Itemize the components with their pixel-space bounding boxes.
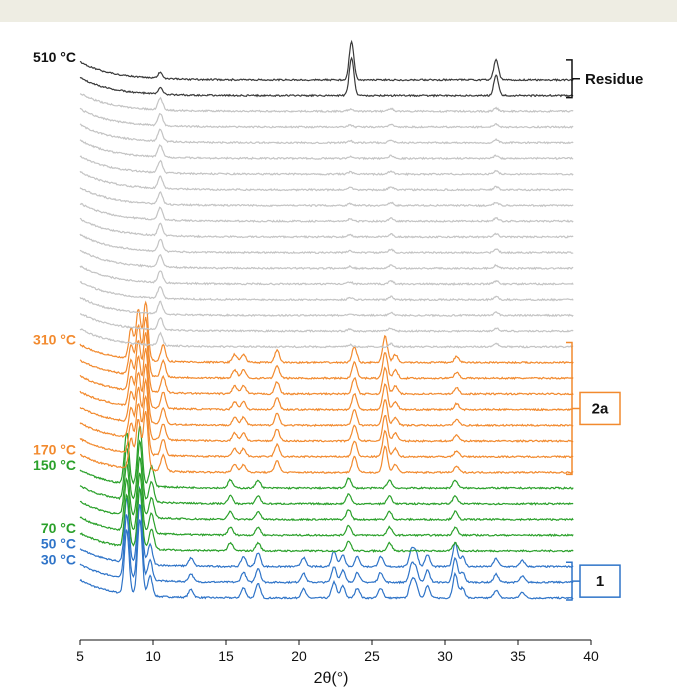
x-tick-label: 5 <box>76 648 84 664</box>
x-tick-label: 10 <box>145 648 161 664</box>
pattern-line-amorphous-19 <box>79 280 574 302</box>
pattern-line-amorphous-27 <box>79 155 574 177</box>
pattern-line-1-0 <box>79 519 574 600</box>
pattern-line-2a-15 <box>79 300 574 365</box>
x-tick-label: 25 <box>364 648 380 664</box>
pattern-line-intermediate-5 <box>79 456 574 522</box>
pattern-line-1-1 <box>79 503 574 585</box>
pattern-line-intermediate-3 <box>79 487 574 553</box>
pattern-line-residue-32 <box>79 56 574 98</box>
x-axis: 5 10 15 20 25 30 35 40 <box>76 639 599 664</box>
pattern-line-amorphous-31 <box>79 93 574 114</box>
pattern-line-amorphous-16 <box>79 328 574 349</box>
pattern-line-amorphous-22 <box>79 233 574 255</box>
pattern-line-2a-10 <box>79 377 574 443</box>
pattern-line-2a-8 <box>79 411 574 475</box>
pattern-line-amorphous-20 <box>79 265 574 286</box>
x-tick-label: 20 <box>291 648 307 664</box>
pattern-line-intermediate-6 <box>79 439 574 506</box>
x-axis-label: 2θ(°) <box>314 670 349 687</box>
pattern-line-intermediate-7 <box>79 425 574 490</box>
pattern-line-amorphous-30 <box>79 107 574 129</box>
phase-bracket <box>566 341 580 476</box>
pattern-line-amorphous-21 <box>79 249 574 271</box>
pattern-line-intermediate-4 <box>79 472 574 538</box>
x-tick-label: 40 <box>583 648 599 664</box>
phase-bracket <box>566 59 580 99</box>
temperature-label: 510 °C <box>33 49 76 65</box>
phase-box <box>579 564 621 598</box>
pattern-line-2a-12 <box>79 348 574 412</box>
top-band <box>0 0 677 22</box>
pattern-line-amorphous-18 <box>79 296 574 318</box>
pattern-line-amorphous-29 <box>79 123 574 145</box>
pattern-line-amorphous-25 <box>79 187 574 208</box>
x-tick-label: 15 <box>218 648 234 664</box>
temperature-label: 310 °C <box>33 332 76 348</box>
temperature-label: 150 °C <box>33 457 76 473</box>
pattern-line-2a-13 <box>79 332 574 396</box>
phase-label: Residue <box>585 71 643 88</box>
pattern-line-amorphous-23 <box>79 217 574 239</box>
phase-annotations: Residue 2a 1 <box>566 59 643 601</box>
phase-label: 2a <box>592 400 609 417</box>
pattern-line-residue-33 <box>79 39 574 82</box>
pattern-lines <box>79 39 574 600</box>
phase-bracket <box>566 561 580 601</box>
pattern-line-amorphous-26 <box>79 170 574 192</box>
x-tick-label: 35 <box>510 648 526 664</box>
phase-label: 1 <box>596 573 604 590</box>
pattern-line-amorphous-24 <box>79 202 574 223</box>
x-tick-label: 30 <box>437 648 453 664</box>
temperature-label: 70 °C <box>41 520 76 536</box>
pattern-line-amorphous-28 <box>79 139 574 161</box>
phase-box <box>579 391 621 426</box>
temperature-label: 50 °C <box>41 536 76 552</box>
pattern-line-amorphous-17 <box>79 313 574 333</box>
pattern-line-2a-11 <box>79 363 574 428</box>
pattern-line-2a-14 <box>79 316 574 381</box>
temperature-label: 170 °C <box>33 441 76 457</box>
pattern-line-1-2 <box>79 485 574 569</box>
temperature-label: 30 °C <box>41 551 76 567</box>
pattern-line-2a-9 <box>79 394 574 459</box>
